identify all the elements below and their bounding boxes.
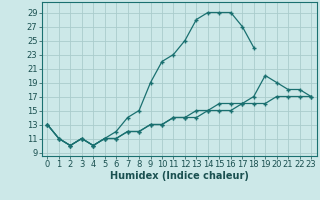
X-axis label: Humidex (Indice chaleur): Humidex (Indice chaleur) (110, 171, 249, 181)
